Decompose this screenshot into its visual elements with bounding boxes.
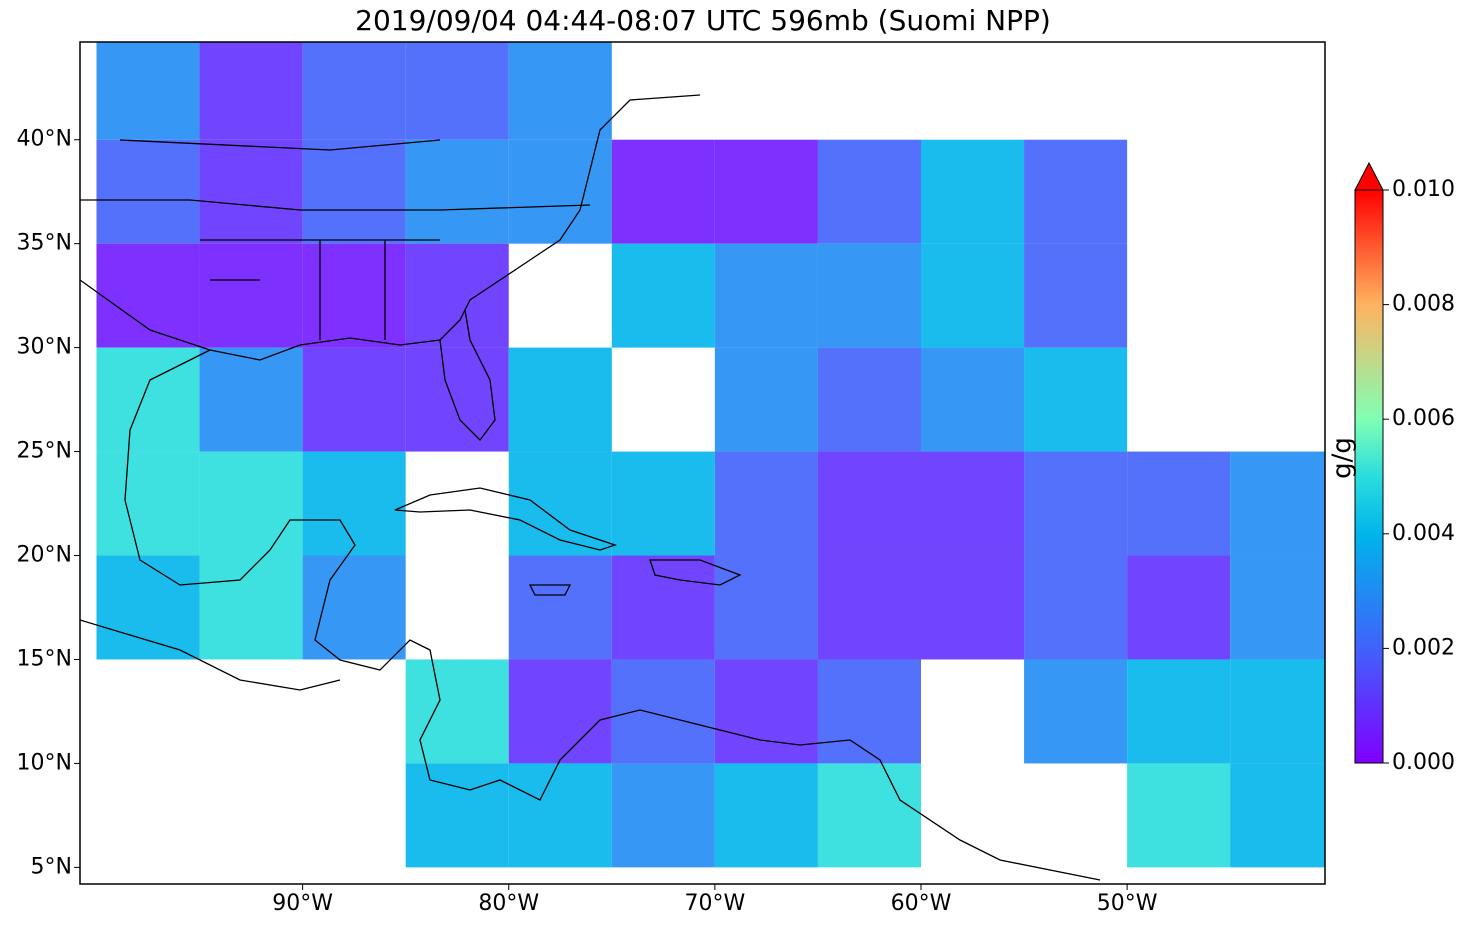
data-cell xyxy=(817,139,921,244)
data-cell xyxy=(920,451,1025,556)
data-cell xyxy=(817,451,921,556)
data-cell xyxy=(96,243,200,348)
data-cell xyxy=(96,451,200,556)
data-cell xyxy=(96,42,200,140)
data-cell xyxy=(611,763,715,868)
data-cell xyxy=(508,139,612,244)
data-cell xyxy=(508,347,612,452)
data-cell xyxy=(302,42,406,140)
data-cell xyxy=(611,451,715,556)
data-cell xyxy=(405,347,509,452)
x-tick-label: 50°W xyxy=(1097,891,1158,916)
data-cell xyxy=(714,243,818,348)
data-cell xyxy=(714,451,818,556)
data-cell xyxy=(96,555,200,660)
data-cell xyxy=(199,555,303,660)
colorbar-tick-label: 0.004 xyxy=(1392,521,1455,546)
data-cell xyxy=(611,555,715,660)
data-cell xyxy=(199,347,303,452)
data-cell xyxy=(920,347,1025,452)
y-tick-label: 35°N xyxy=(17,231,72,256)
data-cell xyxy=(1230,555,1325,660)
map-frame xyxy=(79,41,1326,885)
data-cell xyxy=(920,555,1025,660)
data-cell xyxy=(405,139,509,244)
data-cell xyxy=(508,763,612,868)
data-cell xyxy=(1024,451,1128,556)
y-tick-label: 30°N xyxy=(17,335,72,360)
data-cell xyxy=(199,243,303,348)
data-cell xyxy=(714,763,818,868)
data-cell xyxy=(405,243,509,348)
map-title: 2019/09/04 04:44-08:07 UTC 596mb (Suomi … xyxy=(355,4,1051,37)
data-cell xyxy=(405,42,509,140)
data-cell xyxy=(508,659,612,764)
data-cell xyxy=(817,243,921,348)
colorbar-label: g/g xyxy=(1328,437,1358,479)
colorbar-tick-label: 0.000 xyxy=(1392,750,1455,775)
x-tick-label: 80°W xyxy=(478,891,539,916)
data-cell xyxy=(1127,451,1231,556)
data-cell xyxy=(302,243,406,348)
data-cell xyxy=(508,555,612,660)
data-cell xyxy=(920,139,1025,244)
data-cell xyxy=(405,659,509,764)
colorbar-tick-label: 0.008 xyxy=(1392,292,1455,317)
y-tick-label: 10°N xyxy=(17,750,72,775)
data-cell xyxy=(714,555,818,660)
data-cell xyxy=(714,139,818,244)
data-cell xyxy=(611,659,715,764)
data-cell xyxy=(96,347,200,452)
coastlines xyxy=(80,94,1101,881)
data-cell xyxy=(405,763,509,868)
y-tick-label: 25°N xyxy=(17,439,72,464)
data-cell xyxy=(1127,659,1231,764)
data-cell xyxy=(1127,763,1231,868)
data-cell xyxy=(96,139,200,244)
data-cell xyxy=(199,139,303,244)
data-cell xyxy=(714,659,818,764)
y-tick-label: 5°N xyxy=(31,854,72,879)
data-cell xyxy=(508,42,612,140)
colorbar xyxy=(1354,189,1384,764)
data-cell xyxy=(611,243,715,348)
y-tick-label: 20°N xyxy=(17,543,72,568)
data-cell xyxy=(1024,555,1128,660)
data-cell xyxy=(199,451,303,556)
x-tick-label: 90°W xyxy=(272,891,333,916)
data-cell xyxy=(1024,139,1128,244)
data-cell xyxy=(1024,659,1128,764)
data-cell xyxy=(302,451,406,556)
data-cell xyxy=(1230,659,1325,764)
data-cell xyxy=(1024,243,1128,348)
y-tick-label: 15°N xyxy=(17,646,72,671)
data-cell xyxy=(1024,347,1128,452)
data-cell xyxy=(920,243,1025,348)
data-cell xyxy=(199,42,303,140)
data-cell xyxy=(1127,555,1231,660)
data-cell xyxy=(302,555,406,660)
data-cell xyxy=(611,139,715,244)
data-cell xyxy=(817,347,921,452)
y-tick-label: 40°N xyxy=(17,127,72,152)
data-cell xyxy=(817,659,921,764)
colorbar-extend xyxy=(1354,161,1384,191)
colorbar-tick-label: 0.006 xyxy=(1392,406,1455,431)
data-cell xyxy=(302,139,406,244)
data-cell xyxy=(1230,763,1325,868)
data-cell xyxy=(714,347,818,452)
data-cell xyxy=(1230,451,1325,556)
x-tick-label: 70°W xyxy=(684,891,745,916)
colorbar-tick-label: 0.002 xyxy=(1392,635,1455,660)
x-tick-label: 60°W xyxy=(891,891,952,916)
data-cell xyxy=(817,555,921,660)
colorbar-tick-label: 0.010 xyxy=(1392,177,1455,202)
data-cell xyxy=(817,763,921,868)
data-cell xyxy=(302,347,406,452)
